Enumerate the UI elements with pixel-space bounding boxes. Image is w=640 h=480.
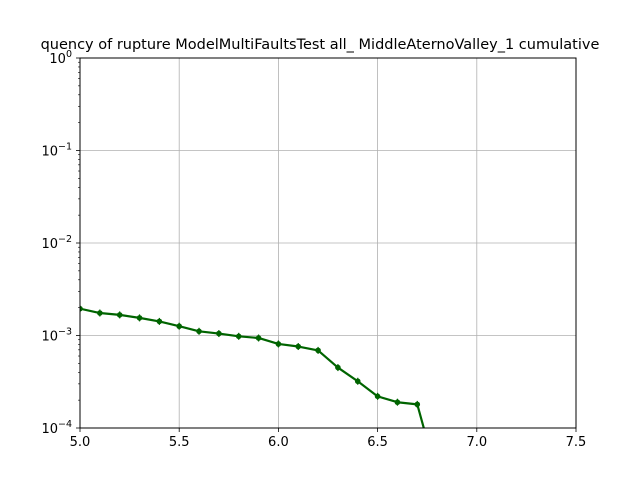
y-tick-base: 10 (41, 237, 58, 252)
y-tick-base: 10 (49, 52, 66, 67)
y-tick-base: 10 (41, 422, 58, 437)
plot-series (80, 305, 425, 428)
data-point (255, 335, 262, 341)
data-point (315, 347, 321, 354)
y-tick-label: 10−2 (41, 234, 72, 252)
y-tick-exponent: −1 (58, 142, 72, 153)
y-tick-exponent: 0 (66, 49, 72, 60)
x-tick-label: 6.5 (367, 435, 388, 450)
x-tick-label: 7.0 (466, 435, 487, 450)
x-tick-label: 6.0 (268, 435, 289, 450)
x-tick-label: 7.5 (566, 435, 587, 450)
data-point (216, 330, 222, 337)
data-point (354, 378, 361, 385)
data-point (374, 393, 381, 400)
data-point (394, 399, 401, 406)
y-tick-exponent: −4 (58, 419, 72, 430)
y-tick-exponent: −2 (58, 234, 72, 245)
y-tick-base: 10 (41, 330, 58, 345)
y-tick-label: 10−4 (41, 419, 72, 437)
data-point (414, 401, 421, 408)
data-point (136, 315, 143, 321)
data-point (295, 343, 302, 350)
y-tick-exponent: −3 (58, 327, 72, 338)
y-tick-base: 10 (41, 145, 58, 160)
x-tick-label: 5.0 (70, 435, 91, 450)
y-tick-label: 10−1 (41, 142, 72, 160)
data-point (196, 328, 202, 335)
x-tick-label: 5.5 (169, 435, 190, 450)
data-point (97, 310, 103, 316)
data-point (80, 305, 83, 312)
data-point (116, 312, 123, 318)
data-point (275, 341, 282, 347)
data-point (176, 323, 182, 330)
y-tick-label: 100 (49, 49, 72, 67)
data-point (235, 333, 242, 340)
y-tick-label: 10−3 (41, 327, 72, 345)
chart-title: quency of rupture ModelMultiFaultsTest a… (41, 37, 600, 53)
data-point (156, 318, 163, 325)
data-point (335, 364, 341, 371)
